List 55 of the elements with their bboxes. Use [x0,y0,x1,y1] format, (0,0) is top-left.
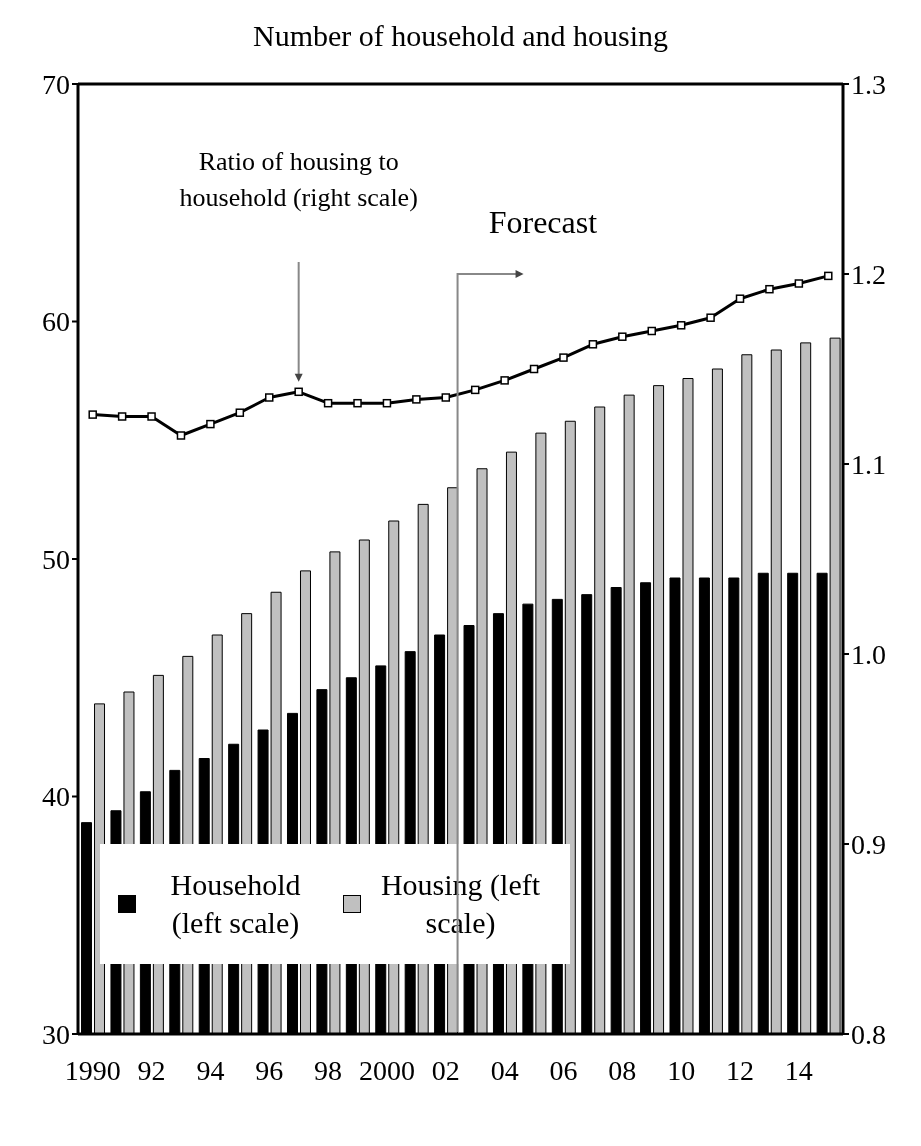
annotation: Forecast [487,204,599,240]
point [412,395,421,404]
point [470,385,480,395]
point [588,340,598,349]
x-tick-label: 08 [608,1054,637,1086]
y-tick-label: 70 [42,68,70,100]
chart-title: Number of household and housing [252,18,669,54]
y2-tick-label: 0.8 [851,1018,886,1050]
y2-tick-label: 0.9 [851,828,886,860]
point [441,393,451,402]
point [265,393,274,402]
x-tick-label: 2000 [358,1054,415,1086]
point [647,326,656,336]
y-tick-label: 30 [42,1018,70,1050]
point [382,398,392,408]
x-tick-label: 12 [726,1054,755,1086]
point [706,313,715,322]
point [176,431,186,440]
point [676,321,686,330]
legend-label: Household (left scale) [169,867,302,941]
y2-tick-label: 1.1 [851,448,886,480]
point [500,376,509,385]
point [618,332,627,341]
point [794,279,804,288]
x-tick-label: 92 [137,1054,166,1086]
legend-label: Housing (left scale) [379,867,542,941]
y2-tick-label: 1.2 [851,258,886,290]
point [294,387,303,397]
x-tick-label: 02 [431,1054,460,1086]
annotation: Ratio of housing to household (right scale) [178,146,419,214]
point [323,398,333,408]
point [824,271,833,281]
point [765,284,774,294]
point [559,353,568,362]
x-tick-label: 06 [549,1054,578,1086]
x-tick-label: 98 [314,1054,343,1086]
point [735,294,745,303]
y-tick-label: 60 [42,306,70,338]
y-tick-label: 50 [42,543,70,575]
point [529,364,539,374]
point [117,412,127,421]
point [206,419,215,429]
x-tick-label: 96 [255,1054,284,1086]
point [88,410,97,419]
x-tick-label: 1990 [64,1054,121,1086]
y2-tick-label: 1.3 [851,68,886,100]
point [235,408,245,417]
point [147,412,156,421]
x-tick-label: 94 [196,1054,225,1086]
point [353,398,362,408]
y2-tick-label: 1.0 [851,638,886,670]
x-tick-label: 14 [784,1054,813,1086]
x-tick-label: 10 [667,1054,696,1086]
x-tick-label: 04 [490,1054,519,1086]
y-tick-label: 40 [42,781,70,813]
